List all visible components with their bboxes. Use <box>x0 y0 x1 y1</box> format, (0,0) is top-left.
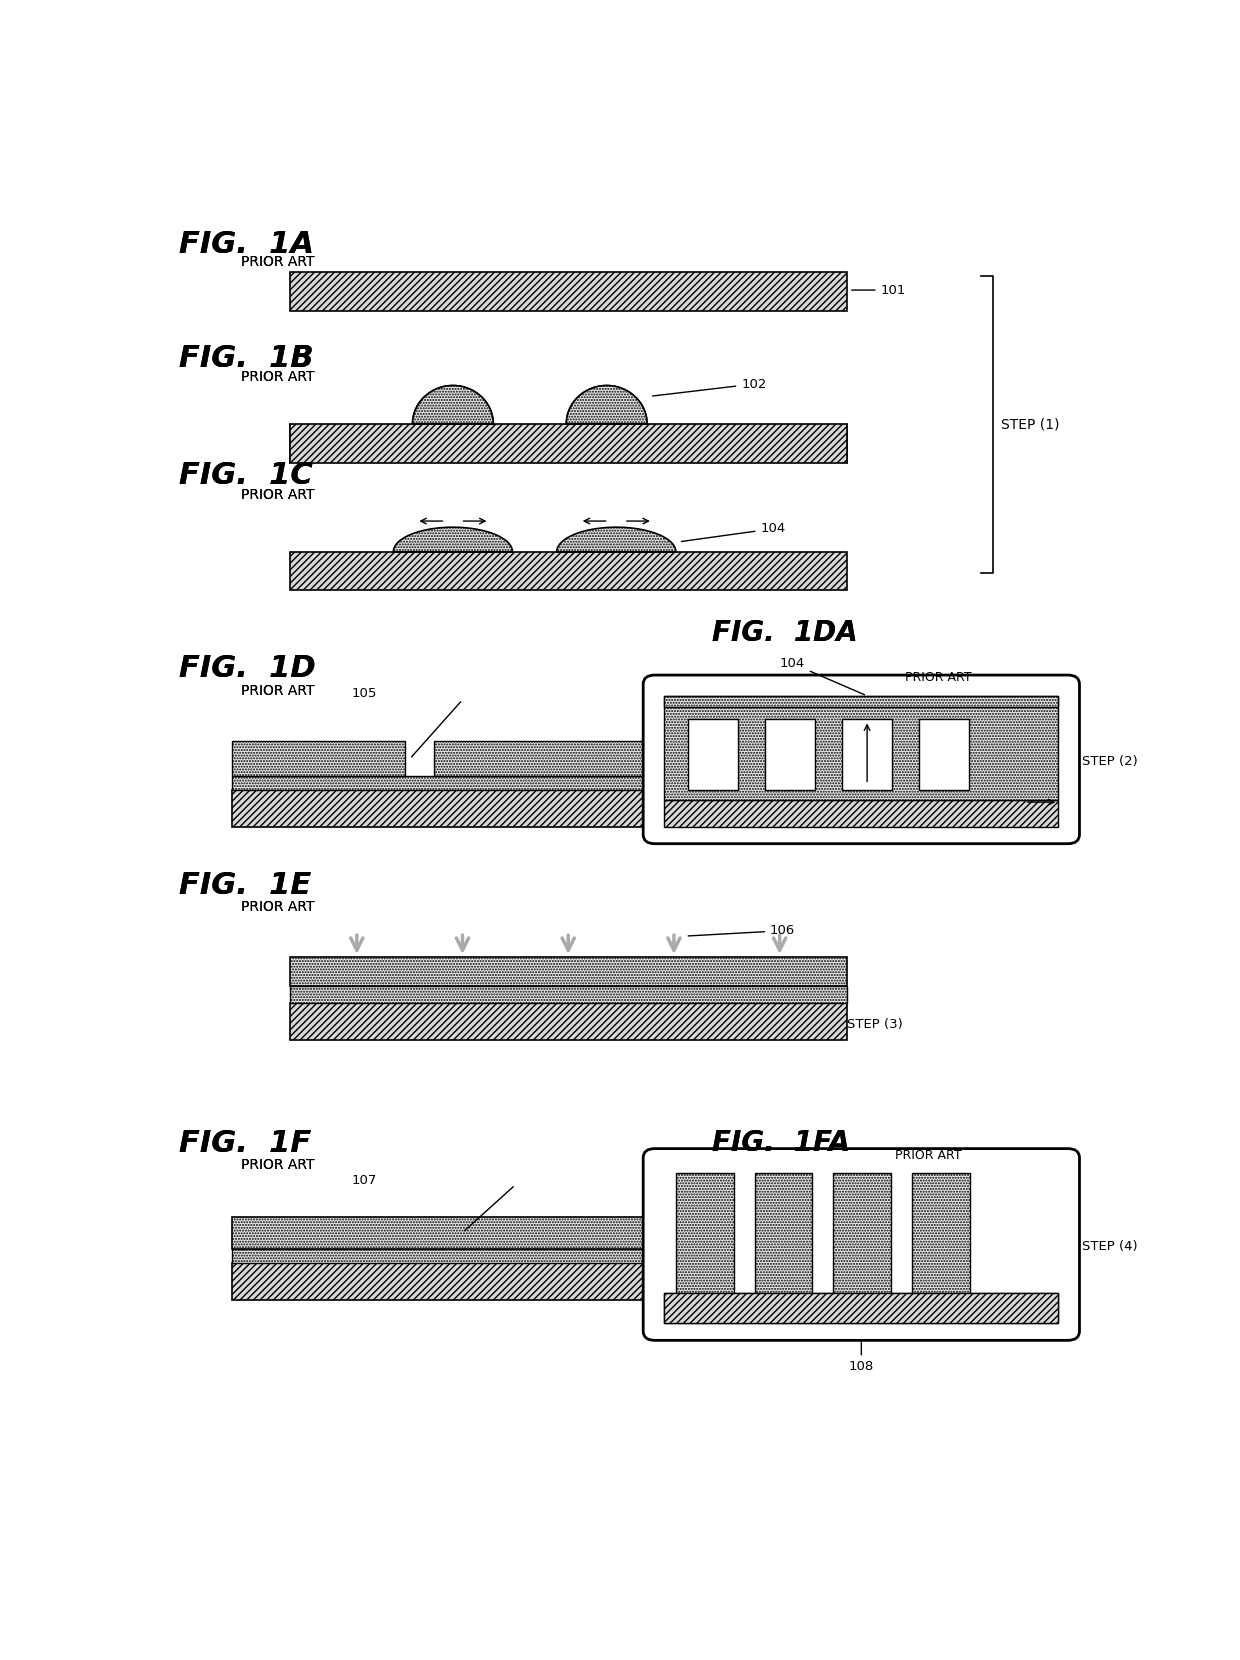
Text: PRIOR ART: PRIOR ART <box>242 900 315 915</box>
Bar <box>765 719 815 790</box>
Bar <box>755 1174 812 1293</box>
Bar <box>833 1174 892 1293</box>
Text: FIG.  1E: FIG. 1E <box>179 870 311 900</box>
Text: 104: 104 <box>780 657 864 696</box>
Polygon shape <box>567 385 647 423</box>
Bar <box>289 423 847 463</box>
Text: PRIOR ART: PRIOR ART <box>242 488 315 501</box>
Text: FIG.  1FA: FIG. 1FA <box>712 1129 851 1157</box>
Bar <box>665 1293 1058 1323</box>
Text: PRIOR ART: PRIOR ART <box>242 1159 315 1172</box>
Text: PRIOR ART: PRIOR ART <box>242 1159 315 1172</box>
Text: PRIOR ART: PRIOR ART <box>905 671 971 684</box>
Bar <box>232 790 713 827</box>
FancyBboxPatch shape <box>644 1149 1080 1340</box>
Bar <box>289 423 847 463</box>
Polygon shape <box>567 385 647 423</box>
Text: FIG.  1D: FIG. 1D <box>179 654 316 682</box>
Text: FIG.  1DA: FIG. 1DA <box>712 619 858 647</box>
Text: FIG.  1B: FIG. 1B <box>179 344 314 374</box>
Bar <box>232 742 404 775</box>
Polygon shape <box>557 528 676 551</box>
Text: FIG.  1DA: FIG. 1DA <box>712 619 858 647</box>
Text: FIG.  1B: FIG. 1B <box>179 344 314 374</box>
Bar <box>289 956 847 986</box>
Bar <box>289 423 847 466</box>
Bar <box>665 800 1058 827</box>
Bar <box>289 551 847 591</box>
Text: PRIOR ART: PRIOR ART <box>242 488 315 501</box>
Text: PRIOR ART: PRIOR ART <box>242 370 315 383</box>
FancyBboxPatch shape <box>644 676 1080 843</box>
Bar <box>688 719 738 790</box>
Text: 104: 104 <box>682 523 786 541</box>
Text: FIG.  1FA: FIG. 1FA <box>712 1129 851 1157</box>
Text: FIG.  1D: FIG. 1D <box>179 654 316 682</box>
Text: PRIOR ART: PRIOR ART <box>242 684 315 699</box>
Text: FIG.  1C: FIG. 1C <box>179 461 312 490</box>
Bar <box>232 1217 675 1250</box>
Text: PRIOR ART: PRIOR ART <box>242 254 315 269</box>
Bar <box>232 775 713 790</box>
Text: 106: 106 <box>688 925 795 938</box>
Text: 105: 105 <box>352 687 377 701</box>
Text: FIG.  1C: FIG. 1C <box>179 461 312 490</box>
Text: 108: 108 <box>848 1326 874 1373</box>
Polygon shape <box>413 385 494 423</box>
Text: FIG.  1F: FIG. 1F <box>179 1129 311 1159</box>
Bar <box>676 1174 734 1293</box>
Text: FIG.  1E: FIG. 1E <box>179 870 311 900</box>
Text: 102: 102 <box>652 377 766 397</box>
Polygon shape <box>393 528 512 551</box>
Text: PRIOR ART: PRIOR ART <box>242 684 315 699</box>
Bar <box>665 1293 1058 1323</box>
Text: PRIOR ART: PRIOR ART <box>242 370 315 383</box>
Text: 101: 101 <box>852 284 906 297</box>
Bar <box>434 742 712 775</box>
Text: PRIOR ART: PRIOR ART <box>242 900 315 915</box>
Bar <box>232 1263 675 1300</box>
Text: STEP (4): STEP (4) <box>1083 1240 1138 1253</box>
Bar <box>289 986 847 1003</box>
Text: 107: 107 <box>352 1174 377 1187</box>
Bar <box>289 272 847 310</box>
Bar <box>665 696 1058 707</box>
Bar <box>232 1250 675 1263</box>
Text: PRIOR ART: PRIOR ART <box>242 254 315 269</box>
Text: FIG.  1A: FIG. 1A <box>179 231 314 259</box>
Bar <box>665 696 1058 800</box>
Text: STEP (2): STEP (2) <box>1083 755 1138 769</box>
Text: FIG.  1F: FIG. 1F <box>179 1129 311 1159</box>
Bar <box>913 1174 970 1293</box>
Text: FIG.  1A: FIG. 1A <box>179 231 314 259</box>
Text: STEP (3): STEP (3) <box>847 1018 903 1031</box>
Text: STEP (1): STEP (1) <box>1001 418 1059 432</box>
Bar <box>289 1003 847 1041</box>
Bar <box>919 719 968 790</box>
Bar <box>842 719 892 790</box>
Polygon shape <box>413 385 494 423</box>
Text: PRIOR ART: PRIOR ART <box>895 1149 961 1162</box>
